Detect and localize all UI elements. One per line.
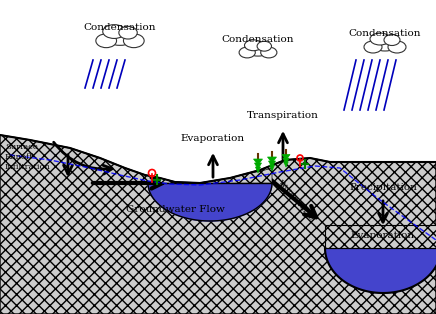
Ellipse shape bbox=[105, 29, 135, 45]
Text: Transpiration: Transpiration bbox=[247, 111, 319, 120]
Text: Condensation: Condensation bbox=[349, 30, 421, 39]
Ellipse shape bbox=[388, 41, 406, 53]
Polygon shape bbox=[325, 248, 436, 293]
Ellipse shape bbox=[123, 34, 144, 48]
Ellipse shape bbox=[245, 40, 262, 51]
Text: Infiltration: Infiltration bbox=[5, 163, 51, 171]
Polygon shape bbox=[268, 157, 276, 163]
Ellipse shape bbox=[370, 33, 390, 45]
Polygon shape bbox=[160, 168, 272, 183]
Polygon shape bbox=[269, 165, 275, 171]
Ellipse shape bbox=[96, 34, 116, 48]
Ellipse shape bbox=[384, 35, 400, 46]
Text: Condensation: Condensation bbox=[222, 35, 294, 45]
Text: Evaporation: Evaporation bbox=[351, 230, 415, 240]
Text: Water Table: Water Table bbox=[277, 178, 315, 222]
Polygon shape bbox=[255, 167, 260, 173]
Polygon shape bbox=[282, 154, 290, 160]
Ellipse shape bbox=[103, 25, 126, 38]
Ellipse shape bbox=[246, 44, 270, 56]
Text: Surface
Runoff: Surface Runoff bbox=[5, 143, 38, 160]
Text: Precipitation: Precipitation bbox=[349, 183, 417, 192]
Ellipse shape bbox=[372, 37, 398, 51]
Polygon shape bbox=[283, 158, 289, 164]
Polygon shape bbox=[325, 225, 436, 248]
Text: Condensation: Condensation bbox=[84, 23, 156, 31]
Polygon shape bbox=[0, 135, 436, 314]
Ellipse shape bbox=[119, 26, 137, 39]
Polygon shape bbox=[148, 183, 272, 221]
Ellipse shape bbox=[261, 47, 277, 58]
Text: Groundwater Flow: Groundwater Flow bbox=[126, 205, 225, 214]
Polygon shape bbox=[255, 163, 262, 169]
Text: Evaporation: Evaporation bbox=[181, 134, 245, 143]
Ellipse shape bbox=[239, 47, 255, 58]
Polygon shape bbox=[284, 162, 288, 167]
Ellipse shape bbox=[257, 41, 272, 51]
Polygon shape bbox=[0, 135, 436, 314]
Polygon shape bbox=[253, 159, 262, 165]
Ellipse shape bbox=[364, 41, 382, 53]
Polygon shape bbox=[269, 161, 276, 167]
